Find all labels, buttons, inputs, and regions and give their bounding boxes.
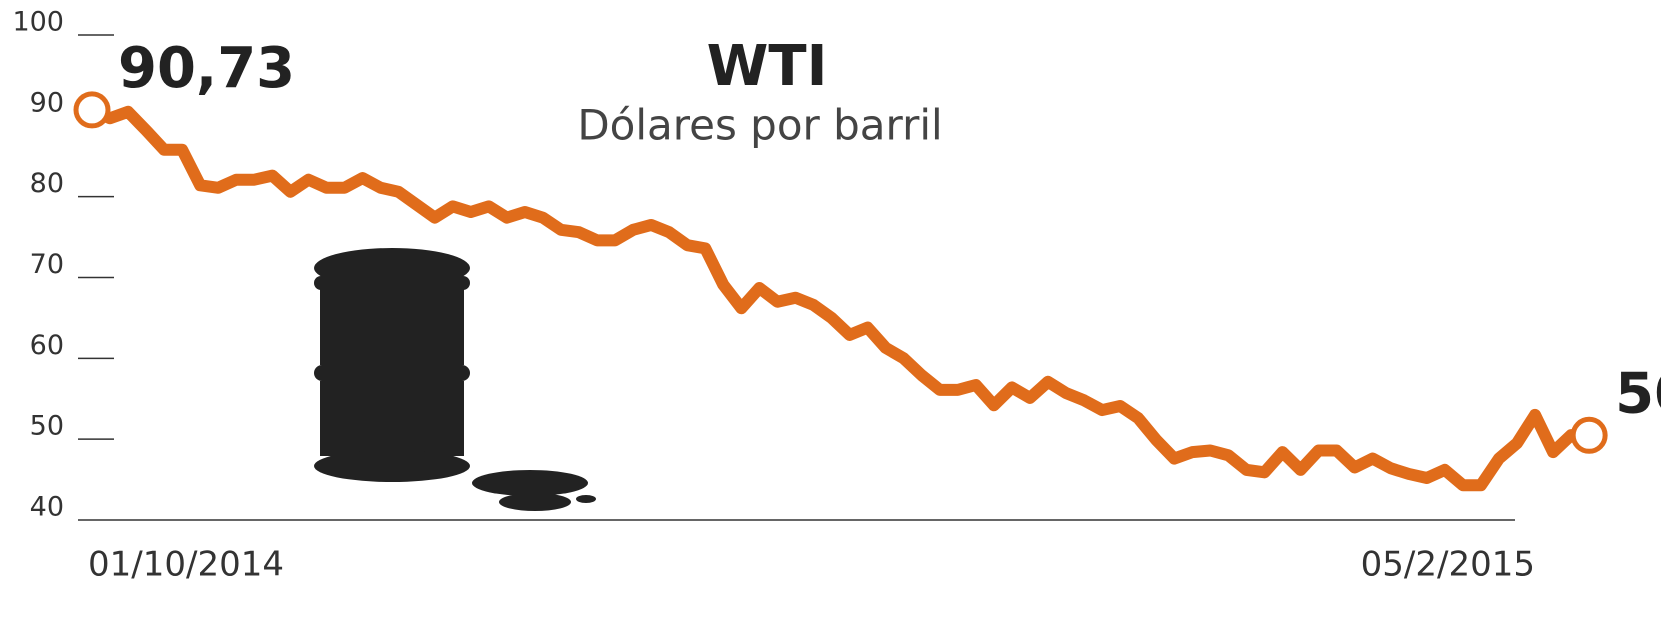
y-tick-label: 60 <box>30 330 64 361</box>
y-tick-label: 70 <box>30 249 64 280</box>
line <box>92 110 1589 485</box>
y-tick-label: 100 <box>12 7 64 38</box>
chart-subtitle: Dólares por barril <box>577 101 942 150</box>
end-marker <box>1573 419 1605 451</box>
y-tick-label: 50 <box>30 411 64 442</box>
chart-title: WTI <box>707 34 828 99</box>
value-label: 90,73 <box>118 36 295 101</box>
chart: WTI Dólares por barril 40 50 60 70 80 90 100 01… <box>0 0 1661 620</box>
y-tick-label: 80 <box>30 168 64 199</box>
barrel-icon <box>314 248 596 511</box>
x-tick-label: 01/10/2014 <box>88 545 284 585</box>
x-tick-label: 05/2/2015 <box>1361 545 1535 585</box>
value-label: 50,48 <box>1615 361 1661 426</box>
y-tick-label: 40 <box>30 492 64 523</box>
y-tick-label: 90 <box>30 87 64 118</box>
end-marker <box>76 94 108 126</box>
